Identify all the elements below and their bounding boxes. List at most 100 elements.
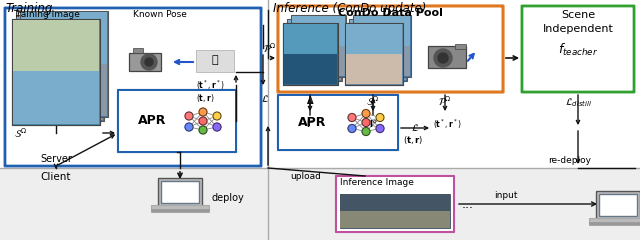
FancyBboxPatch shape: [284, 24, 337, 54]
Text: Inference Image: Inference Image: [340, 178, 414, 187]
Text: Client: Client: [41, 172, 71, 182]
FancyBboxPatch shape: [288, 50, 341, 80]
Circle shape: [199, 108, 207, 116]
FancyBboxPatch shape: [283, 23, 338, 85]
Text: Training: Training: [5, 2, 52, 15]
FancyBboxPatch shape: [151, 205, 209, 210]
FancyBboxPatch shape: [455, 44, 466, 49]
Circle shape: [213, 112, 221, 120]
Text: $\Delta$: $\Delta$: [306, 94, 314, 106]
FancyBboxPatch shape: [589, 218, 640, 223]
FancyBboxPatch shape: [158, 178, 202, 206]
FancyBboxPatch shape: [292, 46, 345, 76]
Text: $\mathbf{I}^o$: $\mathbf{I}^o$: [369, 118, 377, 129]
Text: Scene: Scene: [561, 10, 595, 20]
FancyBboxPatch shape: [340, 194, 450, 211]
Text: $(\mathbf{t}, \mathbf{r})$: $(\mathbf{t}, \mathbf{r})$: [196, 92, 214, 104]
FancyBboxPatch shape: [13, 20, 99, 71]
FancyBboxPatch shape: [346, 24, 402, 54]
Text: Inference (ConDo update): Inference (ConDo update): [273, 2, 426, 15]
FancyBboxPatch shape: [278, 95, 398, 150]
FancyBboxPatch shape: [350, 20, 406, 50]
Text: Independent: Independent: [543, 24, 613, 34]
Circle shape: [199, 117, 207, 125]
Text: $\mathcal{P}^\Omega$: $\mathcal{P}^\Omega$: [438, 94, 452, 108]
FancyBboxPatch shape: [522, 6, 634, 92]
Text: upload: upload: [290, 172, 321, 181]
FancyBboxPatch shape: [291, 15, 346, 77]
Circle shape: [141, 54, 157, 70]
Circle shape: [376, 114, 384, 121]
FancyBboxPatch shape: [12, 19, 100, 125]
FancyBboxPatch shape: [13, 20, 99, 72]
Text: 🔲: 🔲: [212, 55, 218, 65]
FancyBboxPatch shape: [20, 11, 108, 117]
FancyBboxPatch shape: [354, 16, 410, 46]
Text: Training Image: Training Image: [13, 10, 80, 19]
FancyBboxPatch shape: [354, 46, 410, 76]
FancyBboxPatch shape: [292, 16, 345, 46]
FancyBboxPatch shape: [284, 54, 337, 84]
Circle shape: [145, 58, 153, 66]
FancyBboxPatch shape: [13, 72, 99, 124]
Text: $f_{teacher}$: $f_{teacher}$: [558, 42, 598, 58]
FancyBboxPatch shape: [133, 48, 143, 53]
FancyBboxPatch shape: [345, 23, 403, 85]
Text: ConDo Data Pool: ConDo Data Pool: [337, 8, 442, 18]
Circle shape: [438, 53, 448, 63]
Circle shape: [376, 125, 384, 132]
Text: APR: APR: [138, 114, 166, 127]
FancyBboxPatch shape: [287, 19, 342, 81]
FancyBboxPatch shape: [16, 15, 104, 121]
FancyBboxPatch shape: [17, 68, 103, 120]
FancyBboxPatch shape: [13, 71, 99, 124]
Text: $\mathcal{S}^\Omega$: $\mathcal{S}^\Omega$: [367, 94, 380, 108]
Text: $\mathcal{P}^\Omega$: $\mathcal{P}^\Omega$: [263, 41, 276, 55]
Text: $(\mathbf{t}, \mathbf{r})$: $(\mathbf{t}, \mathbf{r})$: [403, 134, 423, 146]
Text: $(\mathbf{t}^*, \mathbf{r}^*)$: $(\mathbf{t}^*, \mathbf{r}^*)$: [433, 118, 461, 132]
Text: APR: APR: [298, 116, 326, 129]
FancyBboxPatch shape: [278, 6, 503, 92]
Text: Server: Server: [40, 154, 72, 164]
Text: deploy: deploy: [212, 193, 244, 203]
FancyBboxPatch shape: [349, 19, 407, 81]
FancyBboxPatch shape: [345, 23, 403, 85]
FancyBboxPatch shape: [599, 194, 637, 216]
Text: $\mathcal{L}$: $\mathcal{L}$: [261, 94, 269, 104]
Circle shape: [348, 125, 356, 132]
Text: $\mathbf{I}^s$: $\mathbf{I}^s$: [306, 118, 314, 129]
Circle shape: [362, 119, 370, 126]
FancyBboxPatch shape: [12, 19, 100, 125]
FancyBboxPatch shape: [353, 15, 411, 77]
Text: $\mathcal{L}$: $\mathcal{L}$: [411, 122, 419, 133]
Circle shape: [348, 114, 356, 121]
FancyBboxPatch shape: [428, 46, 466, 68]
Text: $\mathcal{L}_{distill}$: $\mathcal{L}_{distill}$: [564, 96, 591, 109]
FancyBboxPatch shape: [346, 54, 402, 84]
FancyBboxPatch shape: [346, 24, 402, 54]
Text: $\mathcal{S}^\Omega$: $\mathcal{S}^\Omega$: [14, 126, 27, 140]
Circle shape: [434, 49, 452, 67]
Circle shape: [362, 127, 370, 136]
FancyBboxPatch shape: [151, 209, 209, 212]
Circle shape: [185, 123, 193, 131]
Text: input: input: [494, 191, 518, 200]
Circle shape: [185, 112, 193, 120]
FancyBboxPatch shape: [17, 16, 103, 68]
Text: re-deploy: re-deploy: [548, 156, 591, 165]
FancyBboxPatch shape: [340, 211, 450, 228]
FancyBboxPatch shape: [350, 50, 406, 80]
Circle shape: [362, 109, 370, 118]
FancyBboxPatch shape: [346, 54, 402, 84]
Text: ...: ...: [462, 198, 474, 210]
FancyBboxPatch shape: [589, 222, 640, 225]
FancyBboxPatch shape: [5, 8, 261, 166]
FancyBboxPatch shape: [340, 194, 450, 228]
FancyBboxPatch shape: [161, 181, 199, 203]
Circle shape: [199, 126, 207, 134]
FancyBboxPatch shape: [336, 176, 454, 232]
FancyBboxPatch shape: [596, 191, 640, 219]
FancyBboxPatch shape: [0, 168, 640, 240]
FancyBboxPatch shape: [283, 23, 338, 85]
FancyBboxPatch shape: [21, 12, 107, 64]
